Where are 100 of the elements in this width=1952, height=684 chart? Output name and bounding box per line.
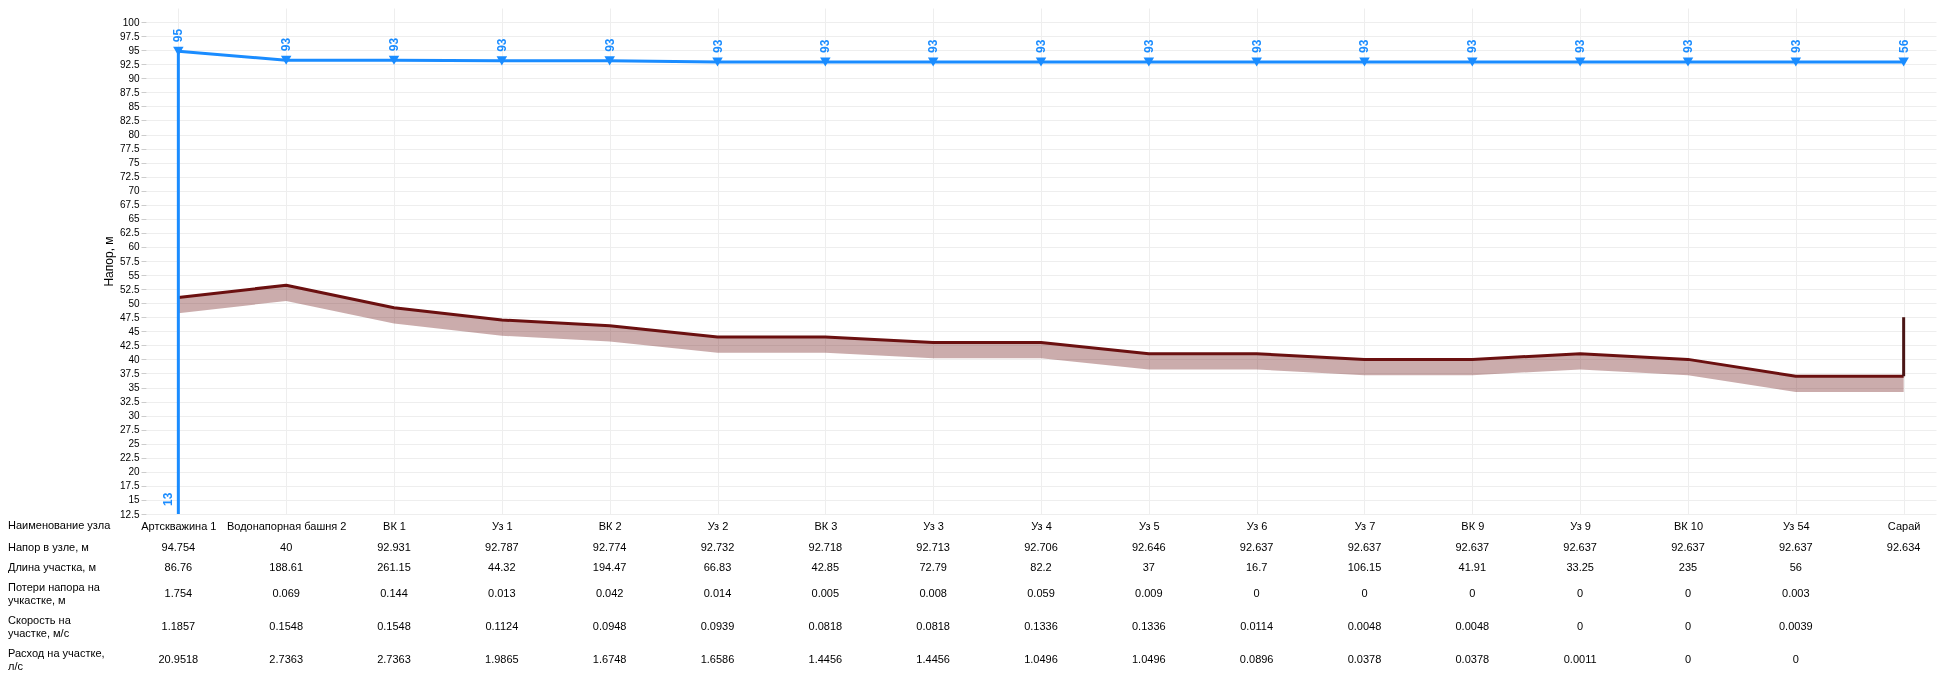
y-tick-label: 70 (128, 185, 140, 197)
text: 82.2 (1030, 561, 1052, 573)
text: 20.9518 (158, 653, 199, 665)
data-label: 93 (387, 37, 402, 52)
text: Длина участка, м (8, 561, 96, 573)
text: 86.76 (164, 561, 193, 573)
text: 0 (1577, 587, 1584, 599)
x-tick-label: ВК 10 (1673, 519, 1704, 532)
text: Расход на участке, л/с (8, 647, 105, 672)
y-tick-label: 97.5 (120, 30, 140, 42)
y-tick-label: 17.5 (120, 480, 140, 492)
y-tick-label: 82.5 (120, 114, 140, 126)
text: 92.706 (1024, 541, 1058, 553)
text: 1.4456 (916, 653, 950, 665)
text: 0.0896 (1239, 653, 1274, 665)
text: 0.0818 (808, 620, 843, 632)
text: 261.15 (377, 561, 411, 573)
text: 2.7363 (377, 653, 411, 665)
x-tick-label: Уз 9 (1570, 519, 1591, 532)
text: 0.0039 (1778, 620, 1813, 632)
y-tick-label: 87.5 (120, 86, 140, 98)
text: 188.61 (269, 561, 304, 573)
text: 0.0011 (1563, 653, 1597, 665)
text: 0.008 (919, 587, 947, 599)
y-tick-label: 72.5 (120, 171, 140, 183)
text: 0.005 (811, 587, 840, 599)
y-tick-label: 62.5 (120, 227, 140, 239)
text: 1.0496 (1132, 653, 1166, 665)
x-tick-label: ВК 1 (383, 519, 406, 532)
text: 56 (1789, 561, 1802, 573)
x-tick-label: Уз 1 (492, 519, 513, 532)
text: 0.1336 (1024, 620, 1058, 632)
x-tick-label: Уз 6 (1246, 519, 1268, 532)
data-label: 93 (1141, 39, 1156, 53)
text: 0 (1577, 620, 1584, 632)
text: Напор в узле, м (8, 541, 89, 553)
x-tick-label: Уз 3 (923, 519, 944, 532)
y-tick-label: 47.5 (120, 311, 140, 323)
text: 16.7 (1245, 561, 1268, 573)
y-tick-label: 57.5 (120, 255, 140, 267)
y-tick-label: 35 (128, 382, 140, 393)
data-label: 93 (1357, 39, 1372, 53)
text: 0 (1792, 653, 1799, 665)
text: 0.0818 (916, 620, 950, 632)
text: 40 (280, 541, 293, 553)
text: 106.15 (1347, 561, 1382, 573)
text: 0.0048 (1455, 620, 1490, 632)
text: 0.069 (272, 587, 300, 599)
text: 0 (1469, 587, 1476, 599)
text: 33.25 (1566, 561, 1594, 573)
text: 0 (1684, 587, 1692, 599)
text: 92.646 (1132, 541, 1166, 553)
y-tick-label: 100 (122, 16, 140, 28)
y-tick-label: 50 (128, 297, 140, 309)
x-tick-label: Артскважина 1 (141, 519, 217, 532)
y-tick-label: 25 (128, 438, 140, 450)
text: Скорость на участке, м/с (8, 614, 72, 639)
data-label: 93 (1573, 39, 1588, 53)
text: 92.634 (1886, 541, 1921, 553)
text: 1.0496 (1024, 653, 1058, 665)
data-label: 93 (279, 37, 294, 52)
data-label: 95 (171, 28, 186, 43)
data-label: 93 (1680, 39, 1695, 53)
y-tick-label: 52.5 (120, 283, 140, 295)
y-tick-label: 77.5 (120, 143, 140, 155)
data-label: 93 (710, 39, 725, 53)
ref-line-label: 13 (161, 492, 176, 506)
text: 2.7363 (269, 653, 304, 665)
data-label: 93 (1034, 39, 1048, 53)
text: 92.732 (700, 541, 735, 553)
data-label: 93 (1788, 39, 1803, 53)
data-label: 93 (494, 38, 509, 52)
text: 42.85 (811, 561, 840, 573)
y-tick-label: 60 (128, 241, 140, 253)
text: 0.1548 (269, 620, 304, 632)
x-tick-label: ВК 3 (814, 519, 838, 532)
x-tick-label: ВК 2 (598, 519, 622, 532)
annotation: 56 (1896, 39, 1911, 53)
text: 235 (1678, 561, 1698, 573)
text: 41.91 (1458, 561, 1487, 573)
text: 0.003 (1782, 587, 1810, 599)
text: 44.32 (488, 561, 516, 573)
y-tick-label: 85 (128, 100, 140, 112)
text: 0.144 (380, 587, 408, 599)
text: 66.83 (703, 561, 732, 573)
x-tick-label: ВК 9 (1461, 519, 1485, 532)
y-tick-label: 12.5 (120, 508, 140, 520)
x-tick-label: Сарай (1887, 519, 1921, 532)
text: 1.1857 (161, 620, 196, 632)
text: 92.637 (1455, 541, 1490, 553)
y-tick-label: 75 (128, 157, 140, 169)
text: 1.9865 (485, 653, 519, 665)
text: 92.787 (485, 541, 519, 553)
data-label: 93 (602, 38, 617, 52)
text: 0.0948 (592, 620, 627, 632)
x-tick-label: Уз 7 (1354, 519, 1376, 532)
data-label: 93 (818, 39, 833, 53)
text: 0 (1684, 620, 1692, 632)
text: 0.0378 (1455, 653, 1490, 665)
text: 1.6586 (700, 653, 735, 665)
